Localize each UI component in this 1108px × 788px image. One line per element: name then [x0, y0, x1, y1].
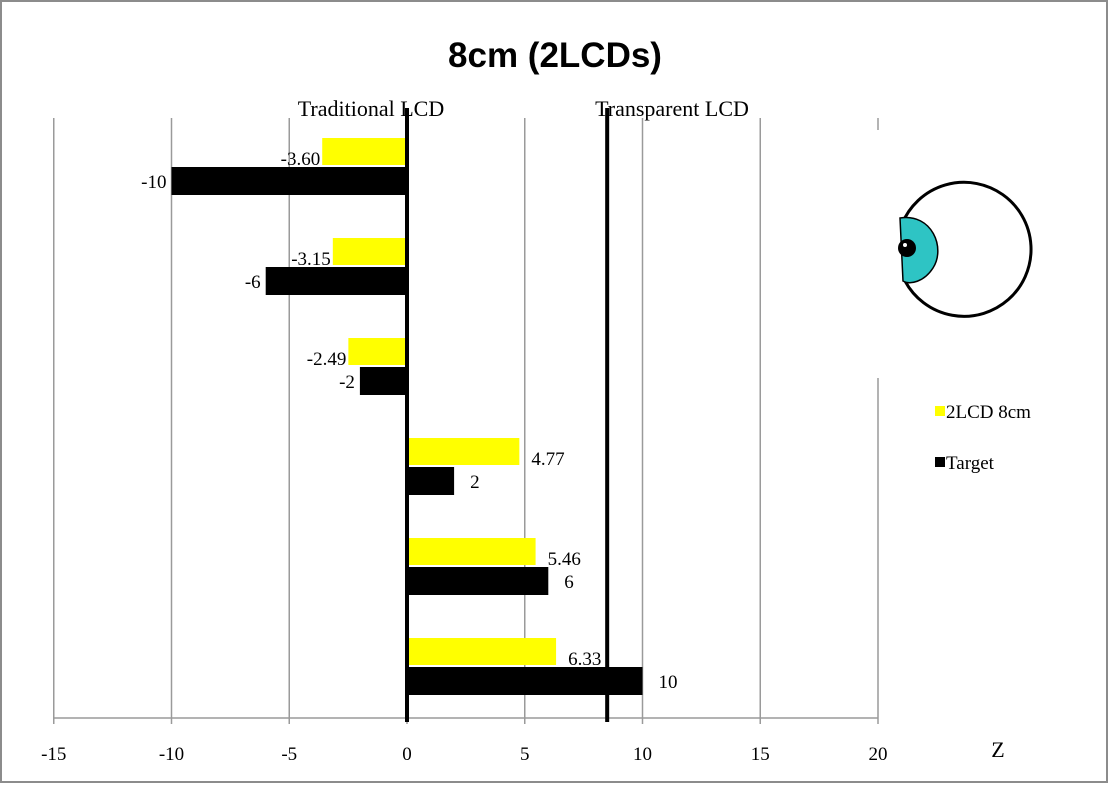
data-label-series-2-4: 6 [564, 572, 574, 593]
x-tick-label-5: 10 [633, 744, 652, 765]
legend-swatch-series-2 [935, 457, 945, 467]
legend-item-series-1: 2LCD 8cm [935, 402, 1031, 423]
reference-line-label-0: Traditional LCD [298, 96, 444, 121]
data-label-series-1-5: 6.33 [568, 649, 601, 670]
data-labels: -3.60 -10 -3.15 -6 -2.49-2 4.77 2 5.466 6.33 10 [141, 149, 677, 693]
x-tick-label-3: 0 [402, 744, 412, 765]
bar-series-2-4 [407, 567, 549, 595]
data-label-series-2-2: -2 [339, 372, 355, 393]
x-tick-labels: -15 -10 -5 0 5 10 15 20 [41, 744, 887, 765]
bars [171, 138, 643, 695]
bar-series-1-0 [322, 138, 407, 165]
chart-title: 8cm (2LCDs) [448, 36, 662, 75]
legend-swatch-series-1 [935, 406, 945, 416]
x-tick-label-1: -10 [159, 744, 184, 765]
legend: 2LCD 8cm Target [935, 402, 1031, 474]
data-label-series-1-3: 4.77 [531, 449, 564, 470]
legend-item-series-2: Target [935, 453, 995, 474]
x-axis-label: Z [991, 737, 1004, 762]
data-label-series-1-1: -3.15 [291, 249, 331, 270]
data-label-series-1-0: -3.60 [281, 149, 321, 170]
x-tick-label-4: 5 [520, 744, 530, 765]
bar-series-1-2 [348, 338, 407, 365]
x-tick-label-0: -15 [41, 744, 66, 765]
x-tick-label-2: -5 [281, 744, 297, 765]
bar-series-1-3 [407, 438, 520, 465]
data-label-series-2-3: 2 [470, 472, 480, 493]
reference-lines: Traditional LCD Transparent LCD [298, 96, 749, 722]
bar-series-1-1 [332, 238, 407, 265]
bar-series-2-0 [171, 167, 407, 195]
x-tick-label-6: 15 [751, 744, 770, 765]
bar-series-2-3 [407, 467, 455, 495]
bar-series-1-5 [407, 638, 557, 665]
bar-series-2-1 [265, 267, 407, 295]
data-label-series-2-1: -6 [245, 272, 261, 293]
data-label-series-2-5: 10 [659, 672, 678, 693]
data-label-series-1-4: 5.46 [548, 549, 581, 570]
reference-line-label-1: Transparent LCD [595, 96, 749, 121]
x-tick-label-7: 20 [869, 744, 888, 765]
legend-label-series-1: 2LCD 8cm [946, 402, 1031, 423]
bar-series-2-5 [407, 667, 643, 695]
bar-series-2-2 [359, 367, 407, 395]
data-label-series-2-0: -10 [141, 172, 166, 193]
grid-lines [53, 118, 879, 724]
bar-series-1-4 [407, 538, 536, 565]
eye-icon [898, 180, 1033, 318]
legend-label-series-2: Target [946, 453, 995, 474]
data-label-series-1-2: -2.49 [307, 349, 347, 370]
